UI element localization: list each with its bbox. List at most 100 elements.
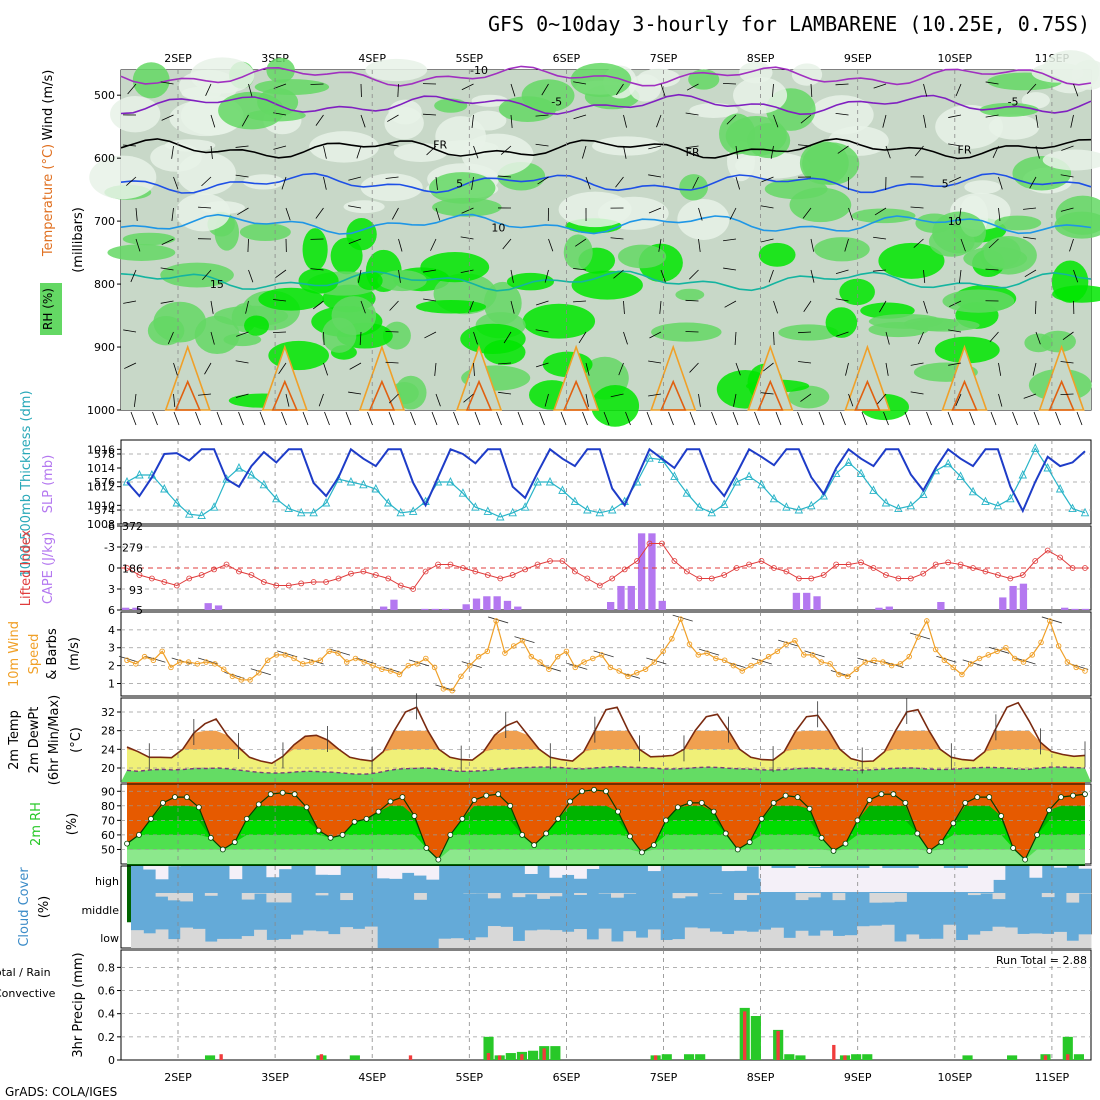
wind-barb	[359, 331, 362, 345]
wind-barb	[760, 392, 774, 395]
wind-speed-point	[853, 666, 860, 672]
wind-speed-point	[484, 648, 491, 655]
wind-barb	[904, 411, 911, 426]
wind-barb	[656, 114, 662, 128]
rh-point	[842, 840, 849, 847]
cloud-gap-middle	[807, 893, 821, 898]
cloud-gap-low	[807, 935, 821, 948]
wind-barb	[123, 329, 137, 333]
cloud-gap-low	[278, 939, 292, 948]
lifted-ylabel: Lifted Index	[19, 529, 34, 606]
wind-speed-point	[844, 673, 851, 680]
thickness-point	[906, 500, 916, 510]
wind-barb	[623, 145, 627, 159]
wind-barb	[726, 114, 737, 125]
wind-barb	[998, 362, 1002, 376]
lifted-index-line	[126, 543, 1085, 590]
wind-speed-point	[809, 652, 816, 658]
thickness-point	[1043, 462, 1052, 472]
cloud-gap-low	[475, 937, 489, 948]
wind-barb	[302, 411, 309, 426]
cloud-gap-low	[980, 931, 994, 948]
cloud-gap-middle	[1066, 893, 1080, 903]
rh-blob	[246, 109, 306, 122]
wind-barb	[498, 175, 512, 178]
wind-barb	[1033, 411, 1040, 426]
lifted-index-point	[372, 572, 379, 578]
rh-point	[986, 794, 993, 800]
slp-ylabel: SLP (mb)	[41, 455, 56, 514]
wind-speed-point	[220, 666, 227, 672]
precip-conv-bar	[520, 1054, 524, 1060]
lifted-index-point	[845, 561, 852, 568]
upper-air-ylabel: (millibars)	[71, 207, 86, 273]
lifted-index-point	[323, 579, 329, 585]
wind-speed-point	[634, 670, 640, 676]
date-label: 8SEP	[747, 52, 775, 65]
rh-blob	[110, 96, 161, 133]
wind-barb	[471, 176, 474, 190]
rh-point	[219, 846, 226, 853]
wind-barb	[133, 393, 137, 407]
temp-tick-label: 32	[101, 706, 115, 719]
lifted-index-point	[509, 572, 516, 578]
cloud-gap-low	[660, 939, 674, 948]
rh-point	[830, 848, 837, 854]
cloud-gap-low	[955, 940, 969, 948]
thickness-point	[359, 479, 368, 489]
cloud-gap-middle	[623, 893, 637, 894]
wind-barb	[649, 331, 662, 339]
wind-barb	[535, 329, 549, 333]
lifted-index-point	[783, 568, 790, 575]
precip-total-bar	[784, 1054, 795, 1060]
rh-blob	[122, 232, 176, 246]
wind-barb	[985, 268, 999, 271]
wind-panel-frame	[120, 611, 1092, 697]
wind-speed-point	[1073, 664, 1079, 671]
wind-barb	[473, 362, 475, 376]
cape-tick-label: 186	[122, 563, 143, 576]
rh-point	[627, 833, 633, 840]
thickness-point	[719, 499, 729, 508]
wind-tick-label: 1	[108, 677, 115, 690]
cape-bar	[441, 608, 450, 610]
lifted-index-point	[248, 572, 255, 578]
rh-blob	[175, 193, 231, 232]
wind-speed-point	[1064, 659, 1071, 665]
wind-barb	[648, 145, 662, 150]
wind-speed-point	[1003, 644, 1009, 651]
wind-barb	[535, 143, 549, 147]
wind-speed-point	[677, 616, 684, 622]
cape-bar	[1019, 583, 1028, 610]
cloud-gap-high	[266, 866, 280, 878]
wind-barb	[623, 331, 628, 345]
wind-barb	[461, 83, 474, 91]
rh-point	[950, 820, 957, 827]
wind-speed-point	[880, 659, 886, 665]
wind-barb	[259, 411, 266, 426]
rh-blob	[298, 268, 339, 294]
wind-speed-point	[1047, 618, 1053, 624]
rh-point	[914, 830, 921, 837]
thickness-point	[844, 457, 853, 466]
cloud-gap-low	[672, 939, 686, 948]
wind-barb	[575, 238, 587, 247]
cloud-gap-low	[167, 939, 181, 948]
rh-point	[818, 834, 825, 841]
wind-barb	[496, 411, 502, 426]
cloud-gap-low	[684, 927, 698, 948]
rh-blob	[979, 102, 1039, 117]
thickness-point	[122, 476, 132, 486]
temp-ylabel-units: (°C)	[69, 727, 84, 753]
wind-barb	[160, 300, 174, 304]
wind-barb	[988, 238, 999, 249]
rh-blob	[382, 321, 411, 350]
wind-barb	[474, 411, 481, 426]
wind-speed-point	[343, 659, 350, 665]
cloud-gap-low	[451, 938, 464, 948]
surface-cone-inner	[660, 379, 687, 411]
wind-barb	[1024, 269, 1037, 278]
cape-bar	[503, 600, 512, 610]
lifted-index-point	[547, 558, 553, 564]
precip-total-bar	[962, 1055, 973, 1060]
